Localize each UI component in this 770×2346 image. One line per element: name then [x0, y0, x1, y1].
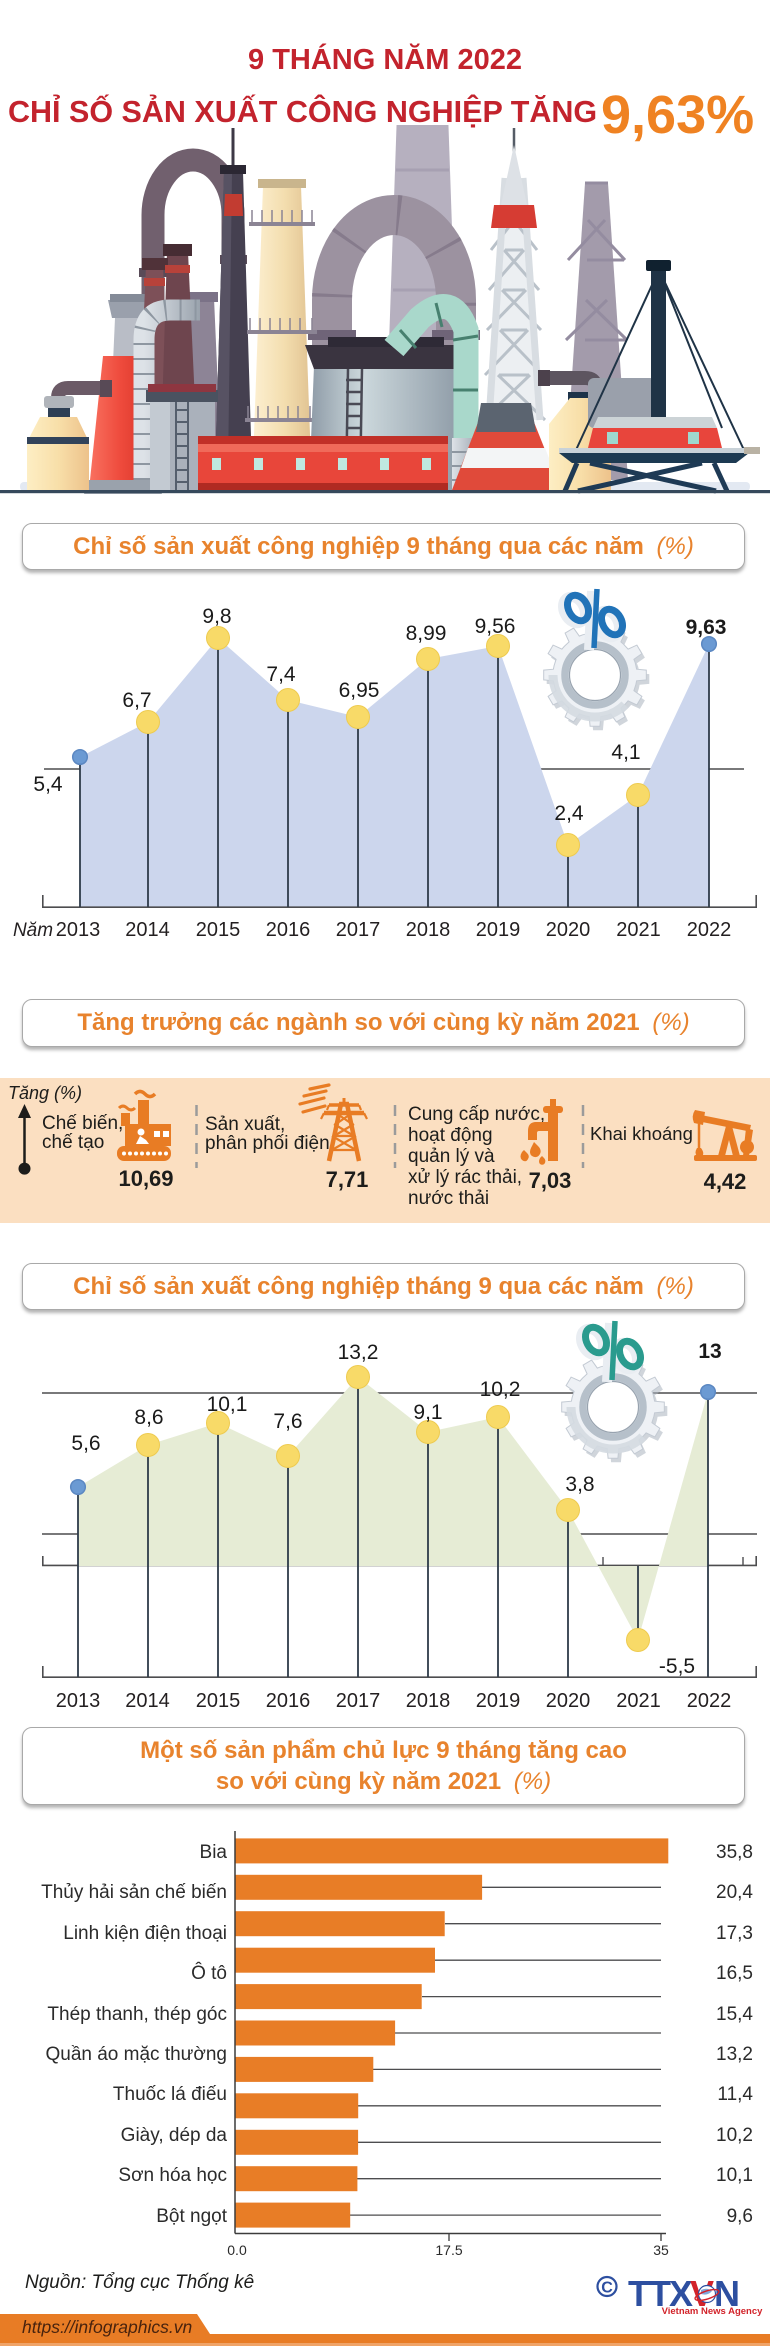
svg-text:10,2: 10,2: [480, 1378, 521, 1401]
svg-text:2014: 2014: [125, 919, 170, 940]
svg-text:2022: 2022: [687, 919, 732, 940]
svg-text:TT: TT: [628, 2273, 671, 2314]
svg-text:2019: 2019: [476, 1690, 521, 1712]
svg-text:Thép thanh, thép góc: Thép thanh, thép góc: [47, 2004, 227, 2025]
svg-text:Sơn hóa học: Sơn hóa học: [118, 2165, 227, 2186]
svg-text:phân phối điện: phân phối điện: [205, 1133, 330, 1154]
svg-text:https://infographics.vn: https://infographics.vn: [22, 2317, 192, 2337]
svg-text:35: 35: [653, 2242, 669, 2258]
svg-text:9,63: 9,63: [686, 616, 727, 639]
svg-text:2017: 2017: [336, 1690, 381, 1712]
svg-text:Thủy hải sản chế biến: Thủy hải sản chế biến: [41, 1882, 227, 1903]
svg-text:4,1: 4,1: [611, 741, 640, 764]
svg-text:Linh kiện điện thoại: Linh kiện điện thoại: [63, 1923, 227, 1944]
svg-text:13,2: 13,2: [338, 1341, 379, 1364]
svg-text:Năm: Năm: [13, 920, 53, 940]
svg-text:10,1: 10,1: [716, 2165, 753, 2186]
svg-text:hoạt động: hoạt động: [408, 1125, 493, 1146]
svg-text:2021: 2021: [616, 919, 661, 940]
svg-text:5,6: 5,6: [71, 1432, 100, 1455]
svg-text:6,7: 6,7: [122, 689, 151, 712]
svg-text:2019: 2019: [476, 919, 521, 940]
svg-text:20,4: 20,4: [716, 1882, 753, 1903]
svg-text:17.5: 17.5: [435, 2242, 462, 2258]
svg-text:Ô tô: Ô tô: [191, 1962, 227, 1984]
svg-text:2016: 2016: [266, 919, 311, 940]
svg-text:9,8: 9,8: [202, 605, 231, 628]
svg-text:6,95: 6,95: [339, 679, 380, 702]
svg-text:nước thải: nước thải: [408, 1188, 489, 1209]
svg-text:10,2: 10,2: [716, 2125, 753, 2146]
svg-text:2,4: 2,4: [554, 802, 584, 825]
svg-text:xử lý rác thải,: xử lý rác thải,: [408, 1167, 522, 1188]
svg-text:2013: 2013: [56, 919, 101, 940]
svg-text:8,99: 8,99: [406, 622, 447, 645]
svg-text:13,2: 13,2: [716, 2044, 753, 2065]
svg-text:2022: 2022: [687, 1690, 732, 1712]
svg-text:2015: 2015: [196, 919, 241, 940]
svg-text:10,1: 10,1: [207, 1393, 248, 1416]
svg-text:Giày, dép da: Giày, dép da: [121, 2125, 228, 2146]
svg-text:2016: 2016: [266, 1690, 311, 1712]
svg-text:9,1: 9,1: [413, 1401, 442, 1424]
svg-text:16,5: 16,5: [716, 1963, 753, 1984]
svg-text:11,4: 11,4: [717, 2084, 753, 2105]
svg-text:4,42: 4,42: [704, 1169, 747, 1194]
svg-text:C: C: [601, 2280, 613, 2297]
svg-text:0.0: 0.0: [227, 2242, 247, 2258]
svg-text:quản lý và: quản lý và: [408, 1146, 495, 1167]
svg-text:Vietnam News Agency: Vietnam News Agency: [662, 2306, 764, 2317]
svg-text:X: X: [669, 2273, 693, 2314]
svg-text:7,03: 7,03: [529, 1168, 572, 1193]
svg-text:2020: 2020: [546, 919, 591, 940]
svg-text:7,71: 7,71: [326, 1167, 369, 1192]
svg-text:-5,5: -5,5: [659, 1655, 695, 1678]
svg-text:5,4: 5,4: [33, 773, 63, 796]
svg-text:2018: 2018: [406, 1690, 451, 1712]
svg-text:13: 13: [698, 1340, 721, 1363]
svg-text:8,6: 8,6: [134, 1406, 163, 1429]
svg-text:chế tạo: chế tạo: [42, 1132, 104, 1153]
svg-text:15,4: 15,4: [716, 2004, 753, 2025]
svg-text:2020: 2020: [546, 1690, 591, 1712]
svg-text:9,56: 9,56: [475, 615, 516, 638]
svg-text:Bột ngọt: Bột ngọt: [156, 2206, 227, 2227]
svg-text:Tăng (%): Tăng (%): [8, 1083, 82, 1103]
svg-text:Thuốc lá điếu: Thuốc lá điếu: [113, 2084, 227, 2105]
svg-text:3,8: 3,8: [565, 1473, 594, 1496]
svg-text:10,69: 10,69: [118, 1166, 173, 1191]
svg-text:9,6: 9,6: [727, 2206, 753, 2227]
svg-text:Bia: Bia: [200, 1842, 228, 1863]
svg-text:Quần áo mặc thường: Quần áo mặc thường: [45, 2044, 227, 2065]
svg-text:2015: 2015: [196, 1690, 241, 1712]
svg-text:Cung cấp nước,: Cung cấp nước,: [408, 1104, 545, 1125]
svg-text:2021: 2021: [616, 1690, 661, 1712]
svg-text:7,6: 7,6: [273, 1410, 302, 1433]
svg-text:2018: 2018: [406, 919, 451, 940]
svg-text:2014: 2014: [125, 1690, 170, 1712]
svg-text:2013: 2013: [56, 1690, 101, 1712]
svg-text:2017: 2017: [336, 919, 381, 940]
svg-text:35,8: 35,8: [716, 1842, 753, 1863]
svg-text:17,3: 17,3: [716, 1923, 753, 1944]
svg-text:Chế biến,: Chế biến,: [42, 1113, 123, 1134]
svg-text:Khai khoáng: Khai khoáng: [590, 1123, 693, 1144]
svg-text:Sản xuất,: Sản xuất,: [205, 1114, 285, 1135]
svg-text:7,4: 7,4: [266, 663, 296, 686]
